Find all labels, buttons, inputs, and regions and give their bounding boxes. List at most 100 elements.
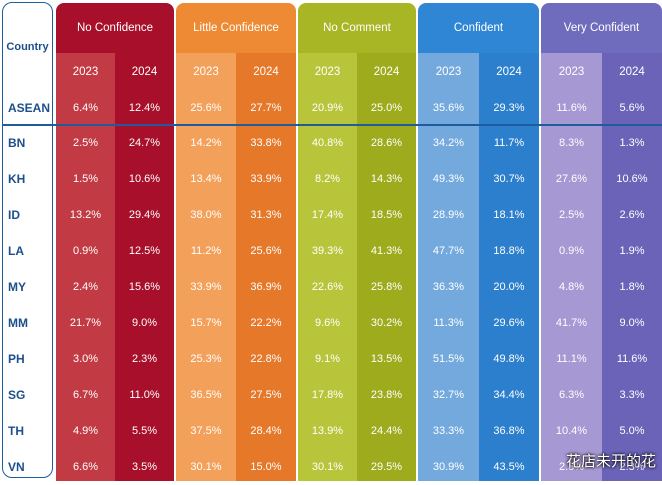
data-cell: 13.5% [370, 353, 403, 365]
data-cell: 34.2% [432, 137, 465, 149]
data-cell: 8.2% [314, 173, 341, 185]
data-cell: 13.9% [311, 425, 344, 437]
country-header: Country [6, 41, 49, 53]
data-cell: 33.8% [250, 137, 282, 149]
data-cell: 5.5% [131, 425, 158, 437]
group-header: Confident [418, 3, 539, 53]
group-header: No Confidence [56, 3, 174, 53]
data-cell: 27.5% [250, 389, 282, 401]
data-cell: 2.4% [72, 281, 99, 293]
year-header: 2024 [496, 65, 522, 78]
group-header: Little Confidence [176, 3, 296, 53]
data-cell: 51.5% [432, 353, 465, 365]
data-cell: 28.6% [370, 137, 403, 149]
data-cell: 30.1% [190, 461, 222, 473]
data-cell: 29.5% [370, 461, 403, 473]
data-cell: 4.8% [558, 281, 585, 293]
data-cell: 6.6% [72, 461, 99, 473]
year-header: 2023 [72, 65, 99, 78]
data-cell: 25.6% [250, 245, 282, 257]
data-cell: 11.6% [616, 353, 648, 365]
data-cell: 18.8% [493, 245, 525, 257]
country-label: PH [8, 352, 25, 366]
data-cell: 15.0% [250, 461, 282, 473]
country-label: ID [8, 208, 20, 222]
data-cell: 11.6% [556, 102, 587, 114]
data-cell: 43.5% [493, 461, 525, 473]
data-cell: 8.3% [558, 137, 585, 149]
country-label: MM [8, 316, 28, 330]
year-header: 2024 [131, 65, 158, 78]
data-cell: 30.9% [432, 461, 465, 473]
data-cell: 29.6% [493, 317, 525, 329]
data-cell: 33.3% [432, 425, 465, 437]
data-cell: 0.9% [558, 245, 585, 257]
country-label: MY [8, 280, 26, 294]
year-header: 2024 [373, 65, 400, 78]
data-cell: 11.1% [556, 353, 587, 365]
data-cell: 40.8% [311, 137, 344, 149]
data-cell: 28.9% [432, 209, 465, 221]
country-label: BN [8, 136, 26, 150]
data-cell: 28.4% [250, 425, 282, 437]
data-cell: 10.6% [128, 173, 161, 185]
data-cell: 2.5% [72, 137, 99, 149]
data-cell: 1.8% [619, 281, 645, 293]
data-cell: 2.5% [558, 209, 585, 221]
data-cell: 20.9% [311, 102, 344, 114]
data-cell: 10.6% [616, 173, 648, 185]
data-cell: 37.5% [190, 425, 222, 437]
data-cell: 36.8% [493, 425, 525, 437]
data-cell: 3.3% [619, 389, 645, 401]
data-cell: 9.6% [314, 317, 341, 329]
data-cell: 1.3% [619, 137, 645, 149]
year-header: 2023 [314, 65, 341, 78]
data-cell: 2.3% [558, 461, 585, 473]
asean-separator [2, 124, 662, 126]
data-cell: 10.4% [555, 425, 588, 437]
data-cell: 6.7% [72, 389, 99, 401]
data-cell: 13.4% [190, 173, 222, 185]
data-cell: 36.3% [432, 281, 465, 293]
group-header: Very Confident [541, 3, 662, 53]
country-label: KH [8, 172, 26, 186]
data-cell: 18.5% [370, 209, 403, 221]
data-cell: 41.7% [555, 317, 588, 329]
data-cell: 36.5% [190, 389, 222, 401]
data-cell: 36.9% [250, 281, 282, 293]
data-cell: 6.4% [72, 102, 99, 114]
data-cell: 39.3% [311, 245, 344, 257]
data-cell: 22.8% [250, 353, 282, 365]
group-header: No Comment [298, 3, 416, 53]
data-cell: 24.7% [128, 137, 161, 149]
data-cell: 22.6% [311, 281, 344, 293]
data-cell: 30.1% [311, 461, 344, 473]
data-cell: 30.7% [493, 173, 525, 185]
data-cell: 2.3% [619, 461, 645, 473]
data-cell: 3.5% [131, 461, 158, 473]
country-label: SG [8, 388, 26, 402]
data-cell: 49.3% [432, 173, 465, 185]
data-cell: 2.3% [131, 353, 158, 365]
data-cell: 24.4% [370, 425, 403, 437]
country-label: LA [8, 244, 24, 258]
data-cell: 1.9% [619, 245, 645, 257]
data-cell: 17.4% [311, 209, 344, 221]
country-column-frame [2, 2, 53, 478]
data-cell: 32.7% [432, 389, 465, 401]
data-cell: 15.6% [128, 281, 161, 293]
watermark: 花店未开的花 [565, 452, 656, 470]
year-header: 2023 [558, 65, 585, 78]
data-cell: 11.7% [493, 137, 525, 149]
data-cell: 9.0% [131, 317, 158, 329]
data-cell: 14.3% [370, 173, 403, 185]
data-cell: 21.7% [69, 317, 102, 329]
data-cell: 12.5% [128, 245, 161, 257]
data-cell: 13.2% [69, 209, 102, 221]
data-cell: 49.8% [493, 353, 525, 365]
data-cell: 29.3% [493, 102, 525, 114]
data-cell: 25.0% [370, 102, 403, 114]
data-cell: 31.3% [250, 209, 282, 221]
data-cell: 2.6% [619, 209, 645, 221]
